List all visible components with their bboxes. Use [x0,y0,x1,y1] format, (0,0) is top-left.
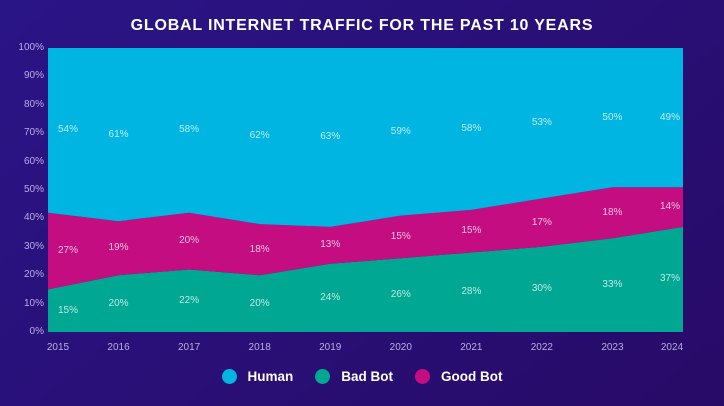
value-label-human: 53% [531,117,552,129]
value-label-human: 63% [320,131,341,143]
value-label-good-bot: 20% [179,235,200,247]
value-label-human: 49% [659,111,681,123]
y-axis-tick-label: 90% [23,70,44,82]
y-axis-tick-label: 80% [23,98,44,110]
value-label-human: 59% [390,125,411,137]
value-label-bad-bot: 20% [249,297,270,309]
value-label-bad-bot: 22% [179,294,200,306]
x-axis-tick-label: 2016 [107,342,130,353]
value-label-good-bot: 19% [108,242,129,254]
y-axis-tick-label: 70% [23,127,44,139]
x-axis-tick-label: 2017 [177,342,201,353]
x-axis-tick-label: 2021 [460,342,483,353]
legend-swatch-human-icon [221,369,237,384]
y-axis-tick-label: 10% [23,297,44,309]
x-axis-tick-label: 2024 [660,342,684,353]
legend-item-human[interactable]: Human [221,368,294,384]
x-axis-tick-label: 2019 [319,342,342,353]
value-label-human: 50% [602,111,623,123]
value-label-bad-bot: 24% [320,291,341,303]
value-label-human: 58% [461,122,482,134]
y-axis-tick-label: 20% [23,269,44,281]
value-label-bad-bot: 30% [531,283,552,295]
value-label-human: 62% [249,130,270,142]
value-label-bad-bot: 37% [659,273,681,285]
y-axis-tick-label: 30% [23,240,44,252]
x-axis-tick-label: 2015 [46,342,70,353]
legend-swatch-good-bot-icon [415,369,431,384]
value-label-bad-bot: 28% [461,286,482,298]
value-label-bad-bot: 26% [390,289,411,301]
legend-label-human: Human [247,368,294,384]
legend: Human Bad Bot Good Bot [0,369,724,384]
y-axis-tick-label: 50% [23,184,44,195]
legend-label-good-bot: Good Bot [441,368,503,384]
value-label-bad-bot: 20% [108,297,129,309]
value-label-human: 58% [179,124,200,136]
x-axis-tick-label: 2023 [601,342,624,353]
y-axis-tick-label: 60% [23,155,44,167]
value-label-bad-bot: 15% [57,304,79,316]
value-label-good-bot: 18% [602,206,623,218]
area-good-bot [48,187,683,290]
y-axis-tick-label: 100% [18,42,44,53]
x-axis-tick-label: 2018 [248,342,271,353]
value-label-bad-bot: 33% [602,279,623,291]
legend-label-bad-bot: Bad Bot [341,368,394,384]
value-label-good-bot: 13% [320,239,341,251]
value-label-human: 61% [108,128,129,140]
x-axis-tick-label: 2022 [530,342,553,353]
value-label-good-bot: 27% [57,245,79,257]
value-label-human: 54% [57,124,79,136]
area-human [48,48,683,227]
y-axis-tick-label: 0% [29,326,44,337]
value-label-good-bot: 17% [531,216,552,228]
x-axis-tick-label: 2020 [389,342,412,353]
legend-swatch-bad-bot-icon [315,369,331,384]
value-label-good-bot: 14% [659,201,681,213]
y-axis-tick-label: 40% [23,212,44,224]
value-label-good-bot: 18% [249,243,270,255]
value-label-good-bot: 15% [390,230,411,242]
chart-title: GLOBAL INTERNET TRAFFIC FOR THE PAST 10 … [130,17,594,34]
area-bad-bot [48,226,683,332]
legend-item-bad-bot[interactable]: Bad Bot [315,369,393,384]
legend-item-good-bot[interactable]: Good Bot [415,368,503,384]
value-label-good-bot: 15% [461,225,482,237]
